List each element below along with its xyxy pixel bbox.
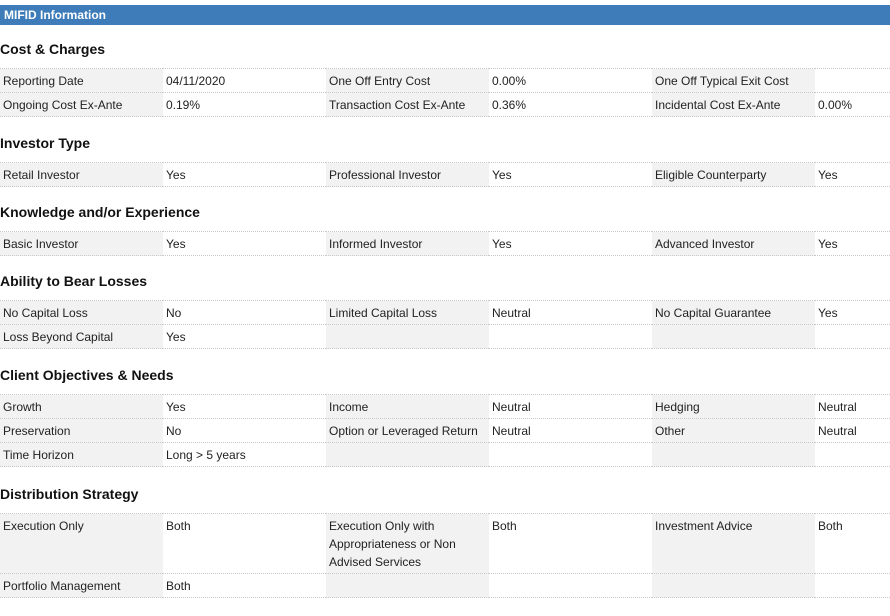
field-value: No — [163, 418, 326, 443]
table-row: Execution Only Both Execution Only with Ap… — [0, 513, 890, 574]
field-label: Basic Investor — [0, 231, 163, 256]
field-label: Portfolio Management — [0, 573, 163, 598]
section-table: Execution Only Both Execution Only with Ap… — [0, 513, 890, 598]
table-row: Loss Beyond Capital Yes — [0, 324, 890, 349]
field-label: Loss Beyond Capital — [0, 324, 163, 349]
field-label: Informed Investor — [326, 231, 489, 256]
field-value — [815, 442, 890, 467]
field-value: Yes — [489, 231, 652, 256]
field-value: Both — [489, 513, 652, 574]
field-value — [489, 442, 652, 467]
field-label: Income — [326, 394, 489, 419]
field-label: Transaction Cost Ex-Ante — [326, 92, 489, 117]
field-label — [652, 573, 815, 598]
section-table: No Capital Loss No Limited Capital Loss Neu… — [0, 300, 890, 349]
field-value: Yes — [163, 231, 326, 256]
field-label: Option or Leveraged Return — [326, 418, 489, 443]
field-label: Incidental Cost Ex-Ante — [652, 92, 815, 117]
field-label: Other — [652, 418, 815, 443]
field-value — [815, 324, 890, 349]
table-row: No Capital Loss No Limited Capital Loss Neu… — [0, 300, 890, 325]
field-label — [326, 324, 489, 349]
field-value — [489, 324, 652, 349]
section-title: Knowledge and/or Experience — [0, 204, 200, 220]
field-label: Growth — [0, 394, 163, 419]
section-title: Client Objectives & Needs — [0, 367, 174, 383]
field-label: Ongoing Cost Ex-Ante — [0, 92, 163, 117]
table-row: Reporting Date 04/11/2020 One Off Entry Co… — [0, 68, 890, 93]
table-row: Basic Investor Yes Informed Investor Yes Adv… — [0, 231, 890, 256]
field-label: Limited Capital Loss — [326, 300, 489, 325]
field-label: Preservation — [0, 418, 163, 443]
section-table: Reporting Date 04/11/2020 One Off Entry Co… — [0, 68, 890, 117]
field-value — [815, 68, 890, 93]
field-value: 0.00% — [489, 68, 652, 93]
field-value: 04/11/2020 — [163, 68, 326, 93]
section-table: Growth Yes Income Neutral Hedging Neutral Pres… — [0, 394, 890, 467]
field-value: Both — [163, 513, 326, 574]
field-value: Neutral — [489, 418, 652, 443]
field-value: Yes — [815, 300, 890, 325]
section-table: Retail Investor Yes Professional Investor Y… — [0, 162, 890, 187]
table-row: Growth Yes Income Neutral Hedging Neutral — [0, 394, 890, 419]
field-value: Neutral — [815, 394, 890, 419]
field-value: Both — [815, 513, 890, 574]
field-value: Yes — [815, 162, 890, 187]
field-label: One Off Entry Cost — [326, 68, 489, 93]
field-value: 0.36% — [489, 92, 652, 117]
field-label: One Off Typical Exit Cost — [652, 68, 815, 93]
field-value: No — [163, 300, 326, 325]
section-title: Cost & Charges — [0, 41, 106, 57]
field-label — [326, 573, 489, 598]
field-value: Long > 5 years — [163, 442, 326, 467]
field-value: Yes — [489, 162, 652, 187]
field-label: No Capital Guarantee — [652, 300, 815, 325]
field-value: Both — [163, 573, 326, 598]
field-value — [815, 573, 890, 598]
table-row: Portfolio Management Both — [0, 573, 890, 598]
field-value: Yes — [163, 394, 326, 419]
section-table: Basic Investor Yes Informed Investor Yes Adv… — [0, 231, 890, 256]
table-row: Time Horizon Long > 5 years — [0, 442, 890, 467]
field-label — [652, 442, 815, 467]
field-value: Yes — [163, 162, 326, 187]
field-value: Yes — [163, 324, 326, 349]
field-label — [652, 324, 815, 349]
section-title: Investor Type — [0, 135, 90, 151]
section-title: Distribution Strategy — [0, 486, 139, 502]
table-row: Ongoing Cost Ex-Ante 0.19% Transaction Cos… — [0, 92, 890, 117]
field-label: Time Horizon — [0, 442, 163, 467]
section-title: Ability to Bear Losses — [0, 273, 148, 289]
field-value: Neutral — [489, 394, 652, 419]
field-value: Neutral — [815, 418, 890, 443]
field-value: 0.00% — [815, 92, 890, 117]
field-label: Execution Only with Appropriateness or N… — [326, 513, 489, 574]
header-title: MIFID Information — [4, 8, 106, 22]
field-label — [326, 442, 489, 467]
field-label: No Capital Loss — [0, 300, 163, 325]
field-label: Advanced Investor — [652, 231, 815, 256]
field-label: Reporting Date — [0, 68, 163, 93]
field-value — [489, 573, 652, 598]
field-label: Professional Investor — [326, 162, 489, 187]
table-row: Preservation No Option or Leveraged Return… — [0, 418, 890, 443]
field-value: Yes — [815, 231, 890, 256]
field-label: Eligible Counterparty — [652, 162, 815, 187]
field-label: Hedging — [652, 394, 815, 419]
field-value: 0.19% — [163, 92, 326, 117]
section-header-bar: MIFID Information — [0, 5, 890, 25]
field-label: Execution Only — [0, 513, 163, 574]
table-row: Retail Investor Yes Professional Investor Y… — [0, 162, 890, 187]
field-label: Retail Investor — [0, 162, 163, 187]
field-label: Investment Advice — [652, 513, 815, 574]
field-value: Neutral — [489, 300, 652, 325]
